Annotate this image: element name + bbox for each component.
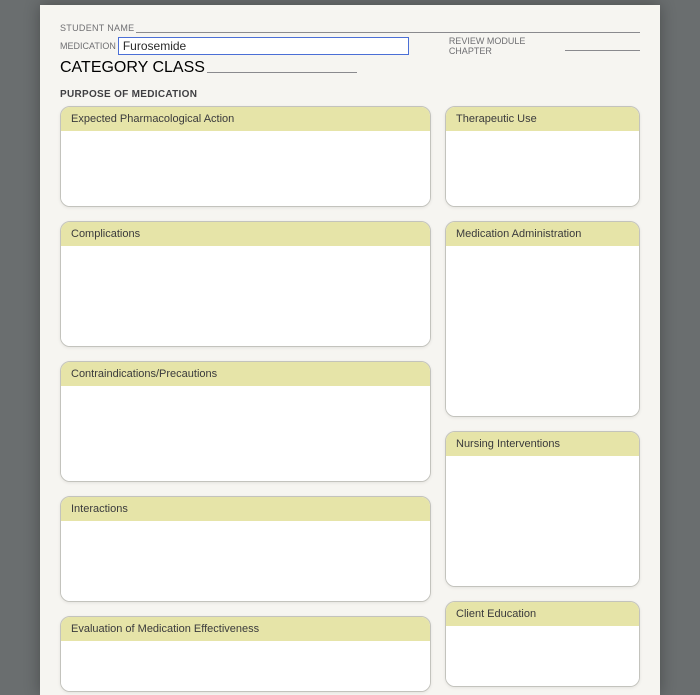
student-name-row: STUDENT NAME — [60, 23, 640, 33]
contraindications-body[interactable] — [61, 386, 430, 481]
therapeutic-use-body[interactable] — [446, 131, 639, 206]
evaluation-card: Evaluation of Medication Effectiveness — [60, 616, 431, 692]
category-class-line — [207, 63, 357, 73]
contraindications-header: Contraindications/Precautions — [61, 362, 430, 386]
complications-body[interactable] — [61, 246, 430, 346]
nursing-interventions-body[interactable] — [446, 456, 639, 586]
medication-row: MEDICATION REVIEW MODULE CHAPTER — [60, 36, 640, 56]
medication-admin-card: Medication Administration — [445, 221, 640, 417]
interactions-body[interactable] — [61, 521, 430, 601]
complications-header: Complications — [61, 222, 430, 246]
client-education-card: Client Education — [445, 601, 640, 687]
medication-admin-header: Medication Administration — [446, 222, 639, 246]
nursing-interventions-header: Nursing Interventions — [446, 432, 639, 456]
review-module-label: REVIEW MODULE CHAPTER — [449, 36, 563, 56]
evaluation-body[interactable] — [61, 641, 430, 691]
medication-admin-body[interactable] — [446, 246, 639, 416]
right-column: Medication Administration Nursing Interv… — [445, 221, 640, 692]
medication-input[interactable] — [118, 37, 409, 55]
nursing-interventions-card: Nursing Interventions — [445, 431, 640, 587]
client-education-body[interactable] — [446, 626, 639, 686]
purpose-row: Expected Pharmacological Action Therapeu… — [60, 106, 640, 207]
expected-action-body[interactable] — [61, 131, 430, 206]
category-class-label: CATEGORY CLASS — [60, 59, 205, 77]
complications-card: Complications — [60, 221, 431, 347]
content-grid: Complications Contraindications/Precauti… — [60, 221, 640, 692]
medication-label: MEDICATION — [60, 41, 116, 51]
therapeutic-use-card: Therapeutic Use — [445, 106, 640, 207]
expected-action-card: Expected Pharmacological Action — [60, 106, 431, 207]
interactions-card: Interactions — [60, 496, 431, 602]
evaluation-header: Evaluation of Medication Effectiveness — [61, 617, 430, 641]
student-name-line — [136, 23, 640, 33]
interactions-header: Interactions — [61, 497, 430, 521]
therapeutic-use-header: Therapeutic Use — [446, 107, 639, 131]
student-name-label: STUDENT NAME — [60, 23, 134, 33]
expected-action-header: Expected Pharmacological Action — [61, 107, 430, 131]
client-education-header: Client Education — [446, 602, 639, 626]
section-title: PURPOSE OF MEDICATION — [60, 89, 640, 100]
review-module-line — [565, 41, 640, 51]
medication-form-page: STUDENT NAME MEDICATION REVIEW MODULE CH… — [40, 5, 660, 695]
left-column: Complications Contraindications/Precauti… — [60, 221, 431, 692]
contraindications-card: Contraindications/Precautions — [60, 361, 431, 482]
category-row: CATEGORY CLASS — [60, 59, 640, 77]
